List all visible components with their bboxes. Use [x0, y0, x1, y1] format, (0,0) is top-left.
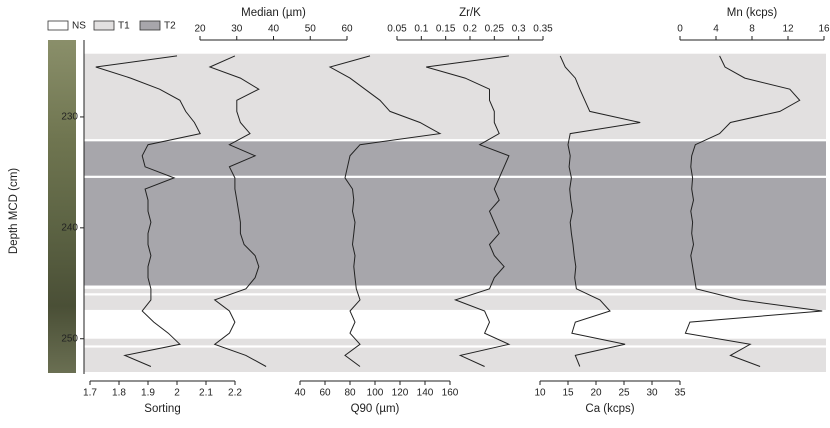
legend-swatch	[47, 20, 69, 31]
proxy-line	[426, 55, 511, 367]
panel-title: Mn (kcps)	[727, 7, 778, 19]
unit-band	[84, 295, 826, 310]
x-tick-label: 1.8	[112, 388, 126, 399]
x-tick-label: 25	[618, 388, 630, 399]
x-tick-label: 1.9	[141, 388, 155, 399]
legend-swatch	[93, 20, 115, 31]
panel-title: Q90 (µm)	[351, 403, 400, 415]
x-tick-label: 0.3	[512, 24, 526, 35]
y-tick-label: 230	[61, 112, 78, 123]
unit-band	[84, 141, 826, 176]
x-tick-label: 2	[174, 388, 180, 399]
x-tick-label: 40	[294, 388, 306, 399]
x-tick-label: 1.7	[83, 388, 97, 399]
x-tick-label: 0.05	[387, 24, 407, 35]
x-tick-label: 40	[268, 24, 280, 35]
unit-band	[84, 338, 826, 346]
x-tick-label: 10	[534, 388, 546, 399]
x-tick-label: 50	[305, 24, 317, 35]
proxy-line	[208, 55, 267, 367]
x-tick-label: 4	[713, 24, 719, 35]
x-tick-label: 0	[677, 24, 683, 35]
x-tick-label: 80	[344, 388, 356, 399]
x-tick-label: 0.2	[463, 24, 477, 35]
proxy-line	[328, 55, 442, 367]
proxy-line	[95, 55, 201, 367]
panel-title: Sorting	[144, 403, 180, 415]
x-tick-label: 140	[417, 388, 434, 399]
x-tick-label: 12	[782, 24, 794, 35]
x-tick-label: 0.35	[533, 24, 553, 35]
panel-title: Zr/K	[459, 7, 481, 19]
proxy-line	[684, 55, 823, 367]
panel-title: Ca (kcps)	[585, 403, 634, 415]
x-tick-label: 0.25	[485, 24, 505, 35]
x-tick-label: 8	[749, 24, 755, 35]
legend-swatch	[139, 20, 161, 31]
x-tick-label: 120	[392, 388, 409, 399]
x-tick-label: 2.2	[228, 388, 242, 399]
unit-band	[84, 347, 826, 372]
unit-band	[84, 177, 826, 286]
x-tick-label: 20	[194, 24, 206, 35]
y-axis-title: Depth MCD (cm)	[8, 168, 20, 254]
unit-band	[84, 53, 826, 140]
core-photo	[48, 40, 76, 373]
x-tick-label: 160	[442, 388, 459, 399]
unit-band	[84, 288, 826, 294]
x-tick-label: 60	[319, 388, 331, 399]
panel-title: Median (µm)	[241, 7, 306, 19]
x-tick-label: 100	[367, 388, 384, 399]
y-tick-label: 240	[61, 222, 78, 233]
x-tick-label: 15	[562, 388, 574, 399]
x-tick-label: 20	[590, 388, 602, 399]
x-tick-label: 60	[341, 24, 353, 35]
legend-label: T1	[118, 21, 130, 32]
x-tick-label: 2.1	[199, 388, 213, 399]
y-tick-label: 250	[61, 333, 78, 344]
x-tick-label: 0.1	[414, 24, 428, 35]
x-tick-label: 35	[674, 388, 686, 399]
legend-label: NS	[72, 21, 86, 32]
x-tick-label: 0.15	[436, 24, 456, 35]
proxy-line	[559, 55, 641, 367]
x-tick-label: 16	[818, 24, 830, 35]
x-tick-label: 30	[646, 388, 658, 399]
x-tick-label: 30	[231, 24, 243, 35]
legend-label: T2	[164, 21, 176, 32]
